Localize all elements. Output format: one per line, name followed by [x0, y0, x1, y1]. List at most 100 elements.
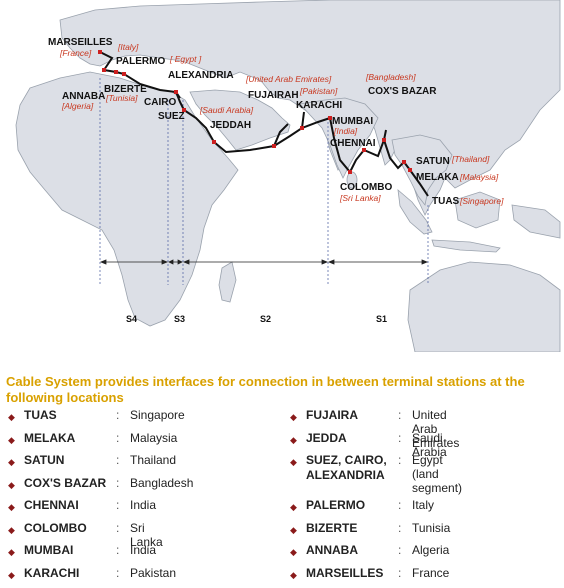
landing-palermo — [122, 72, 126, 76]
landing-melaka — [408, 168, 412, 172]
location-country: Malaysia — [130, 430, 178, 445]
cable-red-sea-segment — [183, 109, 331, 154]
location-country: Tunisia — [412, 520, 451, 535]
city-label-colombo: COLOMBO — [340, 182, 392, 193]
diamond-icon: ◆ — [290, 457, 297, 467]
country-label-singapore: [Singapore] — [459, 196, 504, 206]
diamond-icon: ◆ — [8, 502, 15, 512]
cable-land-segment — [175, 91, 185, 111]
city-label-jeddah: JEDDAH — [210, 120, 251, 131]
city-label-cairo: CAIRO — [144, 97, 176, 108]
cable-karachi-branch — [301, 111, 305, 129]
location-country: United Arab Emirates — [412, 408, 460, 450]
cable-india-segment — [329, 117, 365, 174]
city-label-alexandria: ALEXANDRIA — [168, 70, 234, 81]
cable-gulf-branch — [273, 123, 289, 147]
location-name: KARACHI — [24, 565, 80, 580]
diamond-icon: ◆ — [8, 434, 15, 445]
separator: : — [398, 408, 402, 422]
separator: : — [398, 565, 402, 580]
city-label-suez: SUEZ — [158, 111, 185, 122]
country-label-thailand: [Thailand] — [451, 154, 490, 164]
location-country: Sri Lanka — [130, 520, 163, 549]
separator: : — [116, 498, 120, 512]
location-name: ANNABA — [306, 543, 358, 557]
india-landmass — [299, 97, 379, 179]
location-name: SATUN — [24, 453, 65, 467]
location-name: JEDDA — [306, 430, 347, 445]
country-label-italy: [Italy] — [117, 42, 139, 52]
landing-stations — [98, 50, 412, 174]
segment-boundaries — [99, 78, 429, 285]
location-country: Egypt (land segment) — [412, 453, 463, 495]
city-label-mumbai: MUMBAI — [332, 116, 373, 127]
location-name: MARSEILLES — [306, 565, 384, 580]
diamond-icon: ◆ — [8, 412, 15, 422]
landing-jeddah — [212, 140, 216, 144]
city-label-melaka: MELAKA — [416, 172, 459, 183]
diamond-icon: ◆ — [8, 547, 15, 557]
segment-label-s2: S2 — [260, 314, 271, 324]
diamond-icon: ◆ — [8, 524, 15, 535]
landing-karachi — [300, 126, 304, 130]
segment-label-s3: S3 — [174, 314, 185, 324]
section-heading: Cable System provides interfaces for con… — [6, 374, 525, 405]
city-label-fujairah: FUJAIRAH — [248, 90, 299, 101]
landing-suez — [182, 108, 186, 112]
landing-mumbai — [328, 116, 332, 120]
location-name: COX'S BAZAR — [24, 475, 107, 490]
country-label-france: [France] — [59, 48, 92, 58]
location-name: SUEZ, CAIRO, ALEXANDRIA — [306, 453, 387, 482]
segment-label-s1: S1 — [376, 314, 387, 324]
segment-label-s4: S4 — [126, 314, 137, 324]
separator: : — [116, 520, 120, 535]
city-label-chennai: CHENNAI — [330, 138, 376, 149]
country-label-bangladesh: [Bangladesh] — [365, 72, 416, 82]
arrowhead-s3-right — [177, 259, 183, 265]
country-label-malaysia: [Malaysia] — [459, 172, 499, 182]
location-name: FUJAIRA — [306, 408, 359, 422]
diamond-icon: ◆ — [290, 412, 297, 422]
landing-colombo — [348, 170, 352, 174]
diamond-icon: ◆ — [8, 569, 15, 580]
location-country: Thailand — [130, 453, 177, 467]
separator: : — [398, 430, 402, 445]
location-name: MELAKA — [24, 430, 76, 445]
landing-chennai — [362, 148, 366, 152]
city-label-annaba: ANNABA — [62, 91, 105, 102]
separator: : — [398, 543, 402, 557]
location-country: Italy — [412, 498, 435, 512]
separator: : — [116, 475, 120, 490]
location-country: Pakistan — [130, 565, 177, 580]
location-country: Singapore — [130, 408, 185, 422]
borneo-landmass — [454, 191, 501, 229]
city-label-marseilles: MARSEILLES — [48, 37, 113, 48]
country-label-india: [India] — [333, 126, 358, 136]
map-svg: S4 S3 S2 S1 MARSEILLES [France] [Italy] … — [15, 0, 561, 352]
country-label-tunisia: [Tunisia] — [105, 93, 138, 103]
separator: : — [116, 565, 120, 580]
city-label-satun: SATUN — [416, 156, 450, 167]
location-name: MUMBAI — [24, 543, 74, 557]
location-country: France — [412, 565, 450, 580]
landing-satun — [402, 160, 406, 164]
location-country: India — [130, 543, 157, 557]
landing-fujairah — [272, 144, 276, 148]
location-country: Algeria — [412, 543, 450, 557]
location-country: Bangladesh — [130, 475, 194, 490]
location-name: BIZERTE — [306, 520, 358, 535]
landing-coxs-bazar — [382, 138, 386, 142]
location-country: Saudi Arabia — [412, 430, 447, 459]
country-label-pakistan: [Pakistan] — [299, 86, 338, 96]
location-country: India — [130, 498, 157, 512]
separator: : — [398, 453, 402, 467]
city-label-karachi: KARACHI — [296, 100, 342, 111]
landing-annaba — [102, 68, 106, 72]
location-name: TUAS — [24, 408, 57, 422]
arrowhead-s4-left — [99, 259, 107, 265]
diamond-icon: ◆ — [290, 524, 297, 535]
landing-alexandria — [174, 90, 178, 94]
city-label-palermo: PALERMO — [116, 56, 165, 67]
arrowhead-s1-left — [327, 259, 335, 265]
separator: : — [398, 520, 402, 535]
